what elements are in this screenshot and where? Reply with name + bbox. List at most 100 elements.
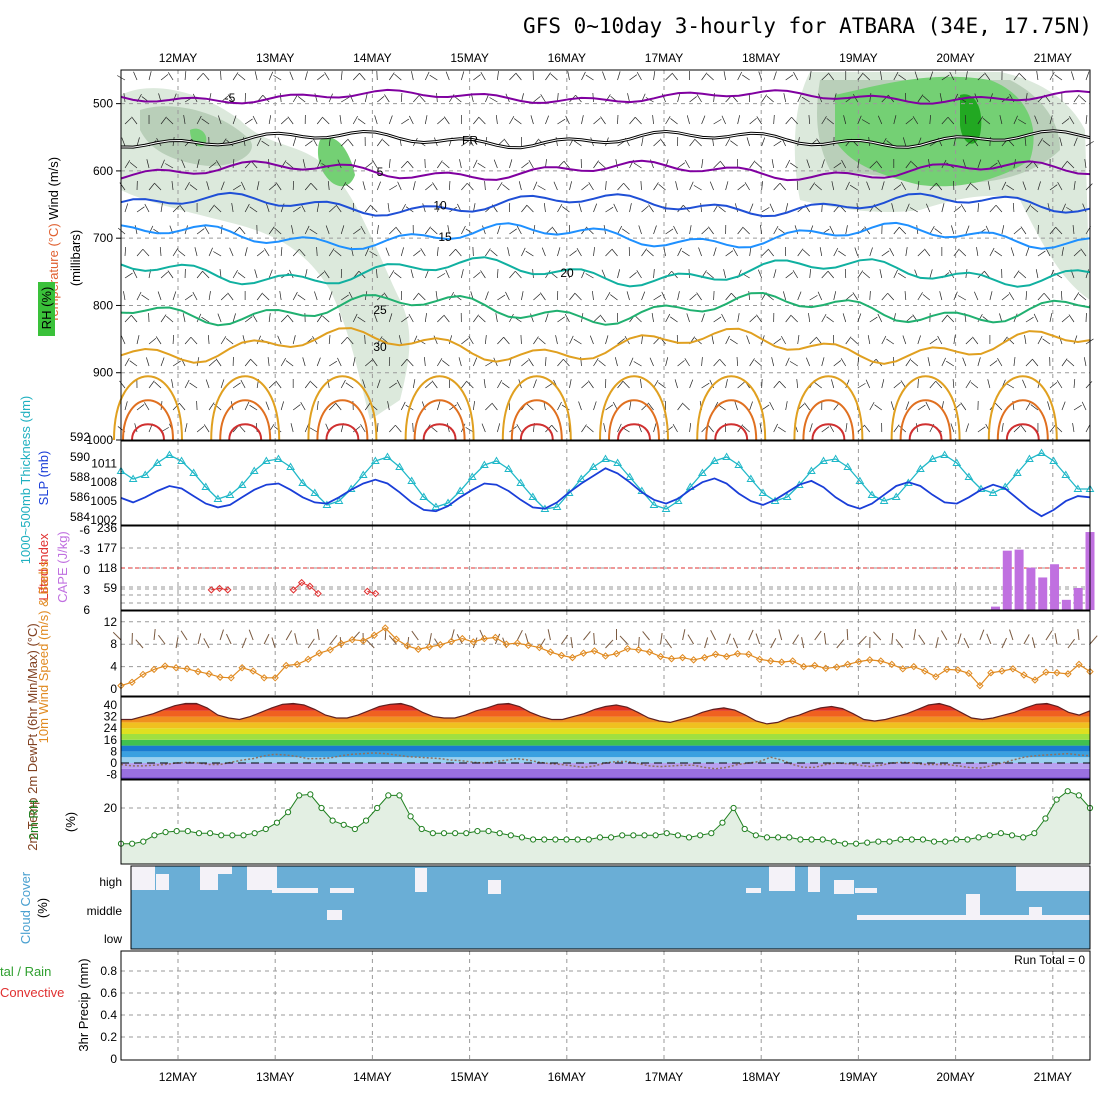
- wind-barb: [889, 247, 895, 257]
- wind-barb: [874, 404, 882, 411]
- wind-barb: [677, 360, 685, 367]
- temperature-band: [121, 716, 1090, 723]
- wind-barb: [917, 378, 919, 389]
- rh-point: [329, 817, 336, 824]
- isotherm-line: [120, 130, 1091, 149]
- wind-barb: [694, 139, 702, 147]
- temperature-tick-label: -8: [106, 768, 117, 782]
- wind-barb: [905, 118, 914, 125]
- date-label-top: 14MAY: [353, 51, 391, 65]
- wind-barb: [533, 293, 541, 301]
- wind-barb: [497, 225, 501, 235]
- wind-barb-10m: [687, 634, 695, 645]
- wind-barb: [804, 402, 810, 411]
- panel-wind-frame: [120, 610, 1091, 697]
- wind-barb: [424, 269, 430, 279]
- wind-barb: [819, 247, 823, 257]
- wind-ylabel: 10m Wind Speed (m/s) & Barbs: [36, 560, 51, 743]
- wind-barb: [442, 161, 450, 169]
- wind-barb: [410, 269, 414, 279]
- temperature-band: [121, 751, 1090, 758]
- wind-barb: [491, 402, 498, 411]
- isotherm-arch: [608, 399, 660, 441]
- rh-point: [953, 836, 960, 843]
- wind-barb: [1047, 401, 1051, 411]
- wind-barb: [673, 225, 678, 235]
- panel-upper-air-frame: [120, 69, 1091, 441]
- wind-barb: [445, 269, 450, 279]
- wind-barb: [316, 401, 319, 411]
- wind-barb: [172, 291, 177, 301]
- wind-barb: [754, 161, 762, 169]
- wind-barb: [203, 424, 210, 433]
- wind-barb: [213, 251, 222, 257]
- wind-barb: [425, 381, 433, 389]
- wind-barb-10m: [619, 635, 628, 645]
- isotherm-arch: [908, 423, 943, 441]
- wind-barb: [1025, 316, 1034, 323]
- wind-speed-point: [612, 650, 621, 658]
- wind-barb: [701, 159, 704, 169]
- wind-barb: [473, 159, 478, 169]
- wind-barb: [360, 225, 366, 235]
- wind-speed-point: [326, 646, 334, 654]
- wind-speed-point: [844, 660, 852, 669]
- wind-barb: [480, 72, 486, 81]
- wind-barb-10m: [770, 638, 777, 649]
- slp-tick-label: 1005: [90, 494, 117, 508]
- wind-barb: [569, 181, 572, 191]
- wind-speed-point: [359, 637, 367, 645]
- wind-barb: [533, 336, 539, 345]
- wind-barb: [540, 94, 546, 103]
- wind-barb: [617, 183, 624, 191]
- wind-barb: [204, 226, 210, 235]
- wind-barb: [1025, 247, 1030, 257]
- wind-barb: [806, 357, 811, 367]
- wind-barb: [244, 203, 250, 213]
- wind-barb: [641, 137, 644, 147]
- wind-barb: [413, 250, 421, 257]
- wind-barb: [814, 382, 822, 389]
- thickness-point: [370, 456, 380, 464]
- wind-barb: [995, 204, 1003, 213]
- wind-barb: [393, 272, 402, 279]
- date-label-bottom: 21MAY: [1034, 1070, 1072, 1084]
- rh-point: [775, 834, 782, 841]
- wind-tick-label: 12: [104, 615, 118, 629]
- cloud-gap: [156, 874, 169, 890]
- wind-barb: [124, 117, 132, 125]
- wind-barb: [1013, 227, 1021, 235]
- wind-barb: [663, 247, 666, 257]
- thickness-point: [661, 504, 671, 512]
- wind-barb: [675, 181, 678, 191]
- wind-barb-10m: [547, 629, 551, 641]
- wind-speed-point: [1031, 676, 1039, 684]
- wind-barb: [376, 138, 383, 147]
- wind-tick-label: 8: [110, 637, 117, 651]
- wind-barb: [785, 314, 792, 323]
- wind-barb: [821, 271, 829, 279]
- temperature-band: [121, 734, 1090, 740]
- wind-barb: [268, 226, 275, 235]
- wind-barb: [760, 225, 763, 235]
- wind-barb: [574, 293, 582, 301]
- wind-barb: [465, 427, 474, 433]
- wind-barb-10m: [366, 639, 375, 649]
- wind-barb: [569, 379, 572, 389]
- wind-barb: [1030, 205, 1039, 213]
- wind-barb: [621, 228, 630, 235]
- wind-barb: [509, 228, 517, 235]
- wind-barb: [300, 203, 306, 213]
- wind-barb: [681, 250, 690, 257]
- wind-barb: [661, 291, 666, 301]
- wind-barb: [965, 71, 968, 81]
- wind-barb-10m: [895, 639, 904, 649]
- wind-barb: [1085, 381, 1093, 389]
- wind-barb: [791, 315, 798, 323]
- wind-barb: [182, 313, 186, 323]
- thickness-point: [1025, 454, 1034, 462]
- wind-barb: [636, 270, 642, 279]
- wind-barb-10m: [858, 635, 867, 645]
